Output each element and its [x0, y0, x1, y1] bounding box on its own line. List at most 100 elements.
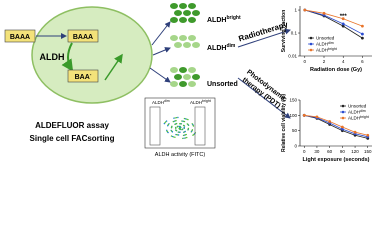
- facs-event: [171, 135, 174, 138]
- sorted-cell: [179, 67, 187, 73]
- facs-event: [175, 116, 178, 119]
- sorted-cell: [170, 81, 178, 87]
- legend-marker: [341, 110, 345, 114]
- group-sup: dim: [226, 43, 235, 49]
- legend-entry: ALDHdim: [348, 109, 366, 115]
- assay-subtitle: Single cell FACsorting: [30, 134, 115, 143]
- legend-base: ALDH: [348, 110, 360, 115]
- legend-entry: ALDHbright: [348, 115, 369, 121]
- therapy-arrow: [237, 77, 291, 119]
- graphical-abstract: BAAA BAAA ALDH BAA- ALDHbright ALDHdim U…: [4, 3, 372, 163]
- sorted-cell: [183, 42, 191, 48]
- product-box: [67, 69, 99, 83]
- facs-event: [174, 136, 176, 138]
- assay-title: ALDEFLUOR assay: [35, 121, 109, 130]
- reaction-arrow: [61, 42, 74, 72]
- legend-base: Unsorted: [316, 36, 335, 41]
- facs-event: [173, 117, 175, 119]
- gate-label: ALDHdim: [152, 99, 170, 105]
- facs-event: [187, 118, 189, 121]
- data-point: [303, 8, 307, 12]
- sorted-cell: [170, 67, 178, 73]
- facs-event: [179, 128, 182, 131]
- y-tick-label: 100: [289, 113, 297, 118]
- sorted-cell: [179, 17, 187, 23]
- series-line: [304, 9, 363, 27]
- facs-event: [176, 126, 179, 128]
- enzyme-label: ALDH: [40, 52, 65, 62]
- cell-clusters: [170, 3, 200, 87]
- therapy-arrow: [237, 28, 291, 48]
- series-line: [304, 9, 363, 39]
- group-label: ALDHbright: [207, 15, 241, 24]
- group-sup: bright: [226, 15, 240, 21]
- data-point: [328, 120, 332, 123]
- legend-base: ALDH: [316, 48, 328, 53]
- legend-entry: ALDHbright: [316, 47, 337, 53]
- facs-event: [172, 120, 175, 123]
- group-label: Unsorted: [207, 81, 238, 88]
- accumulate-arrow: [104, 53, 123, 81]
- x-tick-label: 6: [361, 59, 364, 64]
- facs-event: [167, 125, 169, 127]
- facs-event: [170, 135, 173, 137]
- sorted-cell: [188, 3, 196, 9]
- y-axis-label: Relative cell viability (%): [281, 94, 287, 152]
- facs-event: [177, 134, 180, 136]
- legend-entry: Unsorted: [348, 104, 367, 109]
- facs-events: [163, 116, 197, 140]
- facs-event: [178, 125, 181, 128]
- x-tick-label: 0: [303, 149, 306, 154]
- x-tick-label: 60: [327, 149, 333, 154]
- y-axis-label: Surviving fraction: [281, 10, 287, 53]
- facs-event: [186, 136, 188, 139]
- legend-marker: [341, 104, 345, 108]
- data-point: [315, 115, 319, 119]
- y-tick-label: 0: [294, 144, 297, 149]
- facs-event: [179, 123, 181, 125]
- facs-event: [174, 123, 176, 126]
- legend-entry: ALDHdim: [316, 41, 334, 47]
- legend-marker: [309, 36, 313, 40]
- x-tick-label: 150: [364, 149, 372, 154]
- sorted-cell: [174, 42, 182, 48]
- facs-event: [183, 126, 185, 129]
- facs-event: [184, 130, 186, 133]
- sorted-cell: [174, 10, 182, 16]
- gate: [149, 106, 161, 146]
- x-tick-label: 120: [351, 149, 359, 154]
- x-tick-label: 2: [323, 59, 326, 64]
- data-point: [341, 17, 345, 21]
- sorted-cell: [188, 35, 196, 41]
- sorted-cell: [179, 3, 187, 9]
- x-tick-label: 30: [314, 149, 320, 154]
- facs-event: [182, 124, 185, 127]
- sorted-cell: [183, 10, 191, 16]
- group-label: ALDHdim: [207, 43, 236, 52]
- facs-event: [184, 118, 187, 120]
- facs-event: [187, 127, 190, 130]
- product-sup: -: [90, 72, 92, 78]
- annotation: ***: [340, 14, 348, 20]
- data-point: [340, 127, 344, 131]
- x-axis-label: Radiation dose (Gy): [310, 67, 362, 73]
- data-point: [322, 11, 326, 15]
- sorted-cell: [170, 35, 178, 41]
- legend-sup: dim: [328, 41, 334, 45]
- data-point: [366, 133, 370, 137]
- facs-event: [175, 130, 178, 132]
- sorted-cell: [192, 74, 200, 80]
- data-point: [361, 36, 364, 40]
- data-point: [361, 32, 364, 36]
- series-line: [304, 114, 368, 139]
- sort-arrow: [151, 21, 171, 46]
- data-point: [353, 130, 357, 134]
- facs-event: [184, 137, 187, 139]
- group-base: ALDH: [207, 45, 226, 52]
- group-base: ALDH: [207, 17, 226, 24]
- legend-sup: bright: [328, 47, 337, 51]
- sorted-cell: [188, 17, 196, 23]
- x-tick-label: 4: [342, 59, 345, 64]
- facs-event: [186, 123, 188, 125]
- facs-event: [173, 136, 175, 138]
